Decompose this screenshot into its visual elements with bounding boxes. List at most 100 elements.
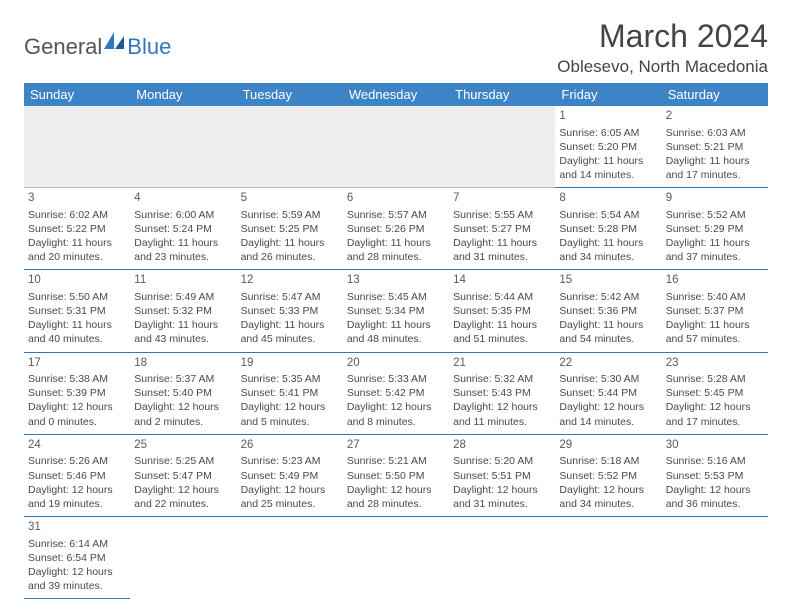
header: General Blue March 2024 Oblesevo, North … [24,18,768,77]
sunrise-text: Sunrise: 6:00 AM [134,208,232,222]
sunset-text: Sunset: 5:52 PM [559,469,657,483]
sunrise-text: Sunrise: 5:59 AM [241,208,339,222]
day-number: 31 [28,520,126,536]
sunrise-text: Sunrise: 5:23 AM [241,454,339,468]
day-number: 27 [347,438,445,454]
daylight-text: Daylight: 12 hours and 11 minutes. [453,400,551,428]
title-block: March 2024 Oblesevo, North Macedonia [557,18,768,77]
sunrise-text: Sunrise: 5:52 AM [666,208,764,222]
sunrise-text: Sunrise: 5:40 AM [666,290,764,304]
calendar-cell: 30Sunrise: 5:16 AMSunset: 5:53 PMDayligh… [662,434,768,516]
sunset-text: Sunset: 5:34 PM [347,304,445,318]
calendar-cell: 14Sunrise: 5:44 AMSunset: 5:35 PMDayligh… [449,270,555,352]
calendar-cell: 1Sunrise: 6:05 AMSunset: 5:20 PMDaylight… [555,106,661,188]
calendar-cell: 17Sunrise: 5:38 AMSunset: 5:39 PMDayligh… [24,352,130,434]
sunrise-text: Sunrise: 5:21 AM [347,454,445,468]
day-number: 28 [453,438,551,454]
sunrise-text: Sunrise: 5:35 AM [241,372,339,386]
sunrise-text: Sunrise: 5:33 AM [347,372,445,386]
calendar-cell: 12Sunrise: 5:47 AMSunset: 5:33 PMDayligh… [237,270,343,352]
sunset-text: Sunset: 5:33 PM [241,304,339,318]
calendar-cell: 23Sunrise: 5:28 AMSunset: 5:45 PMDayligh… [662,352,768,434]
calendar-cell [130,106,236,188]
sunset-text: Sunset: 5:32 PM [134,304,232,318]
day-number: 14 [453,273,551,289]
daylight-text: Daylight: 12 hours and 5 minutes. [241,400,339,428]
daylight-text: Daylight: 11 hours and 14 minutes. [559,154,657,182]
sunrise-text: Sunrise: 5:32 AM [453,372,551,386]
sunset-text: Sunset: 5:42 PM [347,386,445,400]
sunset-text: Sunset: 5:35 PM [453,304,551,318]
sunset-text: Sunset: 5:50 PM [347,469,445,483]
calendar-cell: 27Sunrise: 5:21 AMSunset: 5:50 PMDayligh… [343,434,449,516]
sunset-text: Sunset: 5:26 PM [347,222,445,236]
sunrise-text: Sunrise: 5:16 AM [666,454,764,468]
sunset-text: Sunset: 5:22 PM [28,222,126,236]
daylight-text: Daylight: 11 hours and 40 minutes. [28,318,126,346]
calendar-cell: 29Sunrise: 5:18 AMSunset: 5:52 PMDayligh… [555,434,661,516]
day-number: 8 [559,191,657,207]
sunrise-text: Sunrise: 5:18 AM [559,454,657,468]
sunrise-text: Sunrise: 5:28 AM [666,372,764,386]
day-number: 2 [666,109,764,125]
daylight-text: Daylight: 11 hours and 31 minutes. [453,236,551,264]
sunset-text: Sunset: 5:27 PM [453,222,551,236]
logo: General Blue [24,18,171,61]
calendar-cell: 8Sunrise: 5:54 AMSunset: 5:28 PMDaylight… [555,188,661,270]
calendar-cell: 31Sunrise: 6:14 AMSunset: 6:54 PMDayligh… [24,517,130,599]
sunset-text: Sunset: 5:28 PM [559,222,657,236]
day-number: 23 [666,356,764,372]
daylight-text: Daylight: 11 hours and 23 minutes. [134,236,232,264]
sunrise-text: Sunrise: 5:45 AM [347,290,445,304]
sunset-text: Sunset: 5:45 PM [666,386,764,400]
sail-icon [104,32,126,55]
daylight-text: Daylight: 12 hours and 14 minutes. [559,400,657,428]
day-number: 22 [559,356,657,372]
calendar-cell: 10Sunrise: 5:50 AMSunset: 5:31 PMDayligh… [24,270,130,352]
calendar-row: 31Sunrise: 6:14 AMSunset: 6:54 PMDayligh… [24,517,768,599]
sunrise-text: Sunrise: 5:42 AM [559,290,657,304]
calendar-cell [237,106,343,188]
day-number: 1 [559,109,657,125]
sunset-text: Sunset: 6:54 PM [28,551,126,565]
weekday-header: Sunday [24,83,130,106]
daylight-text: Daylight: 12 hours and 17 minutes. [666,400,764,428]
daylight-text: Daylight: 12 hours and 0 minutes. [28,400,126,428]
day-number: 7 [453,191,551,207]
sunset-text: Sunset: 5:20 PM [559,140,657,154]
daylight-text: Daylight: 11 hours and 54 minutes. [559,318,657,346]
calendar-cell: 26Sunrise: 5:23 AMSunset: 5:49 PMDayligh… [237,434,343,516]
calendar-cell: 18Sunrise: 5:37 AMSunset: 5:40 PMDayligh… [130,352,236,434]
calendar-cell: 24Sunrise: 5:26 AMSunset: 5:46 PMDayligh… [24,434,130,516]
sunrise-text: Sunrise: 5:44 AM [453,290,551,304]
calendar-row: 24Sunrise: 5:26 AMSunset: 5:46 PMDayligh… [24,434,768,516]
sunset-text: Sunset: 5:36 PM [559,304,657,318]
sunset-text: Sunset: 5:44 PM [559,386,657,400]
daylight-text: Daylight: 12 hours and 39 minutes. [28,565,126,593]
calendar-cell [449,517,555,599]
sunrise-text: Sunrise: 5:30 AM [559,372,657,386]
weekday-header: Tuesday [237,83,343,106]
sunrise-text: Sunrise: 5:57 AM [347,208,445,222]
day-number: 26 [241,438,339,454]
calendar-cell: 2Sunrise: 6:03 AMSunset: 5:21 PMDaylight… [662,106,768,188]
calendar-cell: 19Sunrise: 5:35 AMSunset: 5:41 PMDayligh… [237,352,343,434]
sunrise-text: Sunrise: 5:49 AM [134,290,232,304]
sunrise-text: Sunrise: 5:25 AM [134,454,232,468]
daylight-text: Daylight: 11 hours and 43 minutes. [134,318,232,346]
sunrise-text: Sunrise: 5:55 AM [453,208,551,222]
sunset-text: Sunset: 5:21 PM [666,140,764,154]
calendar-cell: 22Sunrise: 5:30 AMSunset: 5:44 PMDayligh… [555,352,661,434]
calendar-cell: 11Sunrise: 5:49 AMSunset: 5:32 PMDayligh… [130,270,236,352]
sunset-text: Sunset: 5:40 PM [134,386,232,400]
calendar-table: Sunday Monday Tuesday Wednesday Thursday… [24,83,768,599]
sunset-text: Sunset: 5:41 PM [241,386,339,400]
weekday-header: Wednesday [343,83,449,106]
calendar-cell [24,106,130,188]
calendar-cell [130,517,236,599]
calendar-cell [449,106,555,188]
calendar-cell: 16Sunrise: 5:40 AMSunset: 5:37 PMDayligh… [662,270,768,352]
sunset-text: Sunset: 5:49 PM [241,469,339,483]
sunset-text: Sunset: 5:29 PM [666,222,764,236]
day-number: 19 [241,356,339,372]
